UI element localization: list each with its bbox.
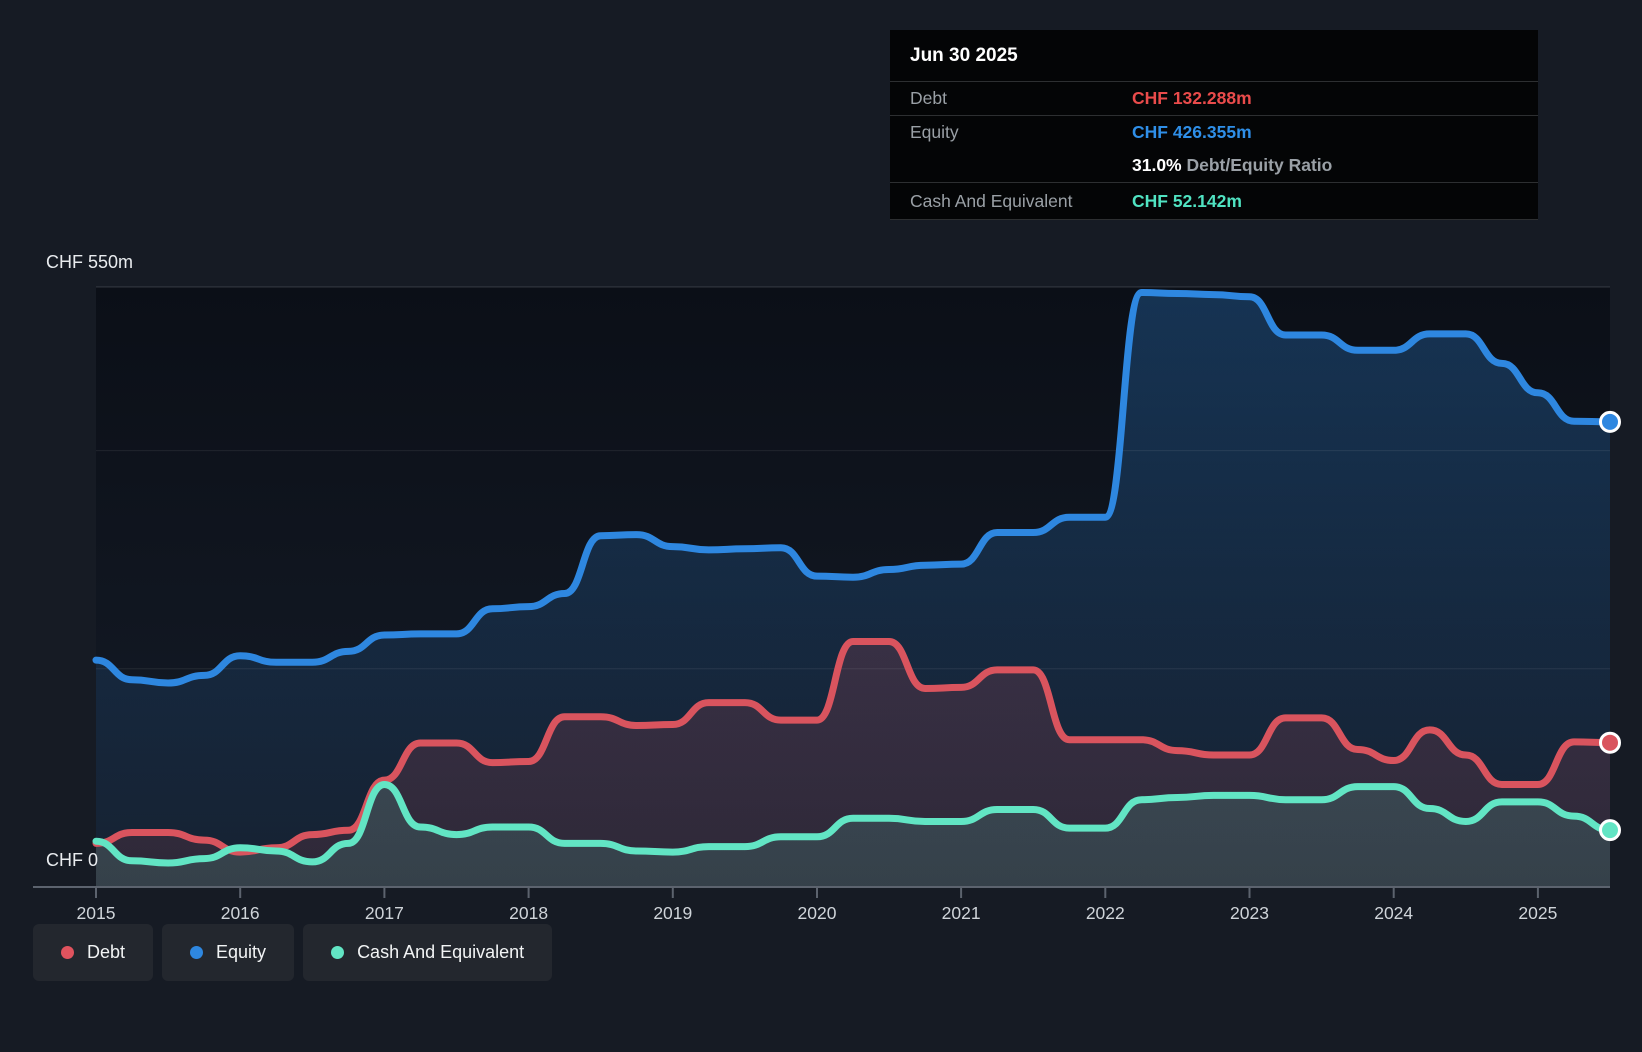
legend-cash-label: Cash And Equivalent	[357, 942, 525, 962]
x-axis-year-label: 2019	[653, 903, 692, 923]
tooltip-ratio-value: 31.0%	[1132, 155, 1182, 175]
x-axis-year-label: 2024	[1374, 903, 1413, 923]
x-axis-year-label: 2023	[1230, 903, 1269, 923]
equity-end-dot	[1599, 410, 1621, 433]
y-axis-max-label: CHF 550m	[46, 252, 133, 272]
x-axis-year-label: 2021	[942, 903, 981, 923]
legend-equity-label: Equity	[216, 942, 267, 962]
legend-item-debt[interactable]: Debt	[33, 924, 154, 981]
x-axis-year-label: 2022	[1086, 903, 1125, 923]
tooltip-row-cash: Cash And Equivalent CHF 52.142m	[890, 182, 1538, 220]
tooltip-debt-value: CHF 132.288m	[1132, 88, 1252, 108]
tooltip-ratio-label: Debt/Equity Ratio	[1181, 155, 1333, 175]
equity-series-dot-icon	[190, 946, 204, 959]
legend-debt-label: Debt	[87, 942, 126, 962]
chart-tooltip: Jun 30 2025 Debt CHF 132.288m Equity CHF…	[890, 30, 1538, 220]
cash-and-equivalent-line	[92, 781, 1614, 867]
tooltip-row-ratio: 31.0% Debt/Equity Ratio	[890, 149, 1538, 182]
x-axis-year-label: 2020	[798, 903, 837, 923]
x-axis-year-label: 2017	[365, 903, 404, 923]
tooltip-cash-label: Cash And Equivalent	[910, 190, 1073, 211]
debt-line	[92, 638, 1614, 856]
cash-and-equivalent-end-dot	[1599, 819, 1621, 842]
tooltip-equity-label: Equity	[910, 122, 959, 142]
x-axis-year-label: 2016	[221, 903, 260, 923]
chart-legend: Debt Equity Cash And Equivalent	[33, 924, 553, 981]
x-axis-year-label: 2018	[509, 903, 548, 923]
y-axis-zero-label: CHF 0	[46, 850, 98, 870]
tooltip-row-equity: Equity CHF 426.355m	[890, 115, 1538, 149]
tooltip-cash-value: CHF 52.142m	[1132, 190, 1242, 211]
tooltip-date: Jun 30 2025	[910, 44, 1018, 66]
cash-and-equivalent-area	[96, 784, 1610, 887]
debt-end-dot	[1599, 731, 1621, 754]
equity-line	[92, 289, 1614, 687]
debt-series-dot-icon	[61, 946, 74, 959]
tooltip-debt-label: Debt	[910, 88, 947, 108]
x-axis-year-label: 2025	[1518, 903, 1557, 923]
legend-item-cash[interactable]: Cash And Equivalent	[303, 924, 553, 981]
cash-series-dot-icon	[331, 946, 345, 959]
tooltip-equity-value: CHF 426.355m	[1132, 122, 1252, 142]
equity-area	[96, 292, 1610, 887]
legend-item-equity[interactable]: Equity	[162, 924, 295, 981]
tooltip-row-debt: Debt CHF 132.288m	[890, 81, 1538, 115]
x-axis-year-label: 2015	[77, 903, 116, 923]
